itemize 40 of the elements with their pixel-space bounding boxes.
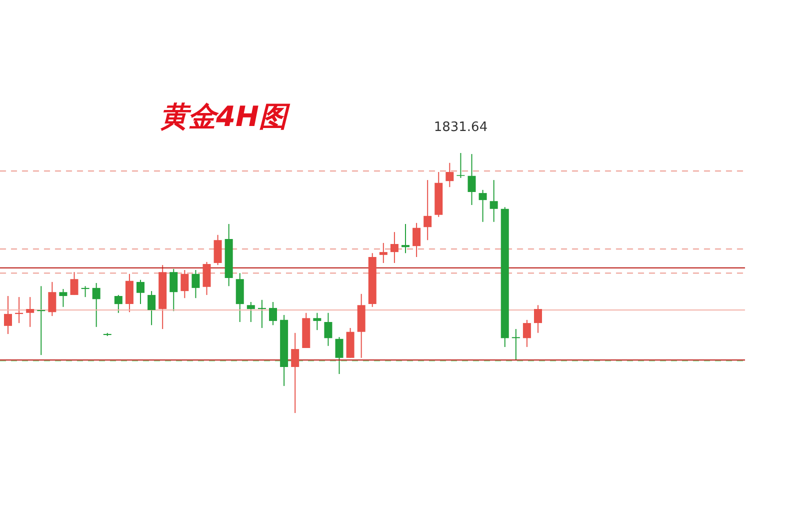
candlestick (148, 290, 156, 326)
candlestick (424, 180, 432, 241)
candlestick (4, 296, 12, 334)
candlestick (26, 296, 34, 328)
candlestick (202, 261, 211, 296)
candlestick (114, 294, 122, 314)
candlestick (379, 242, 388, 264)
candlestick (170, 268, 178, 312)
candlestick (37, 286, 46, 356)
candlestick (490, 180, 498, 222)
candlestick (291, 332, 300, 414)
candlestick (246, 301, 255, 322)
candlestick (468, 154, 476, 206)
candlestick (512, 328, 520, 360)
candlestick (324, 312, 332, 346)
candlestick (390, 232, 398, 264)
candlestick (214, 234, 222, 266)
chart-title: 黄金4H图 (160, 100, 291, 133)
candlestick (258, 299, 266, 328)
candlestick (70, 272, 78, 296)
text: 1831.64 (434, 120, 488, 135)
candlestick (192, 270, 200, 299)
candlestick (48, 281, 56, 317)
candlestick (269, 301, 277, 326)
candlestick (522, 319, 531, 348)
candlestick (446, 162, 454, 188)
candlestick (125, 273, 134, 313)
candlestick (180, 270, 189, 299)
candlestick (335, 336, 344, 374)
candlestick (92, 282, 100, 328)
candlestick (478, 189, 487, 222)
candlestick (534, 304, 542, 334)
candlestick (456, 152, 465, 178)
candlestick (402, 223, 410, 254)
candlestick (412, 222, 421, 258)
candlestick (81, 286, 90, 298)
candlestick (59, 288, 68, 308)
candlestick (313, 312, 322, 331)
candlestick (136, 279, 144, 305)
candlestick (15, 296, 24, 324)
